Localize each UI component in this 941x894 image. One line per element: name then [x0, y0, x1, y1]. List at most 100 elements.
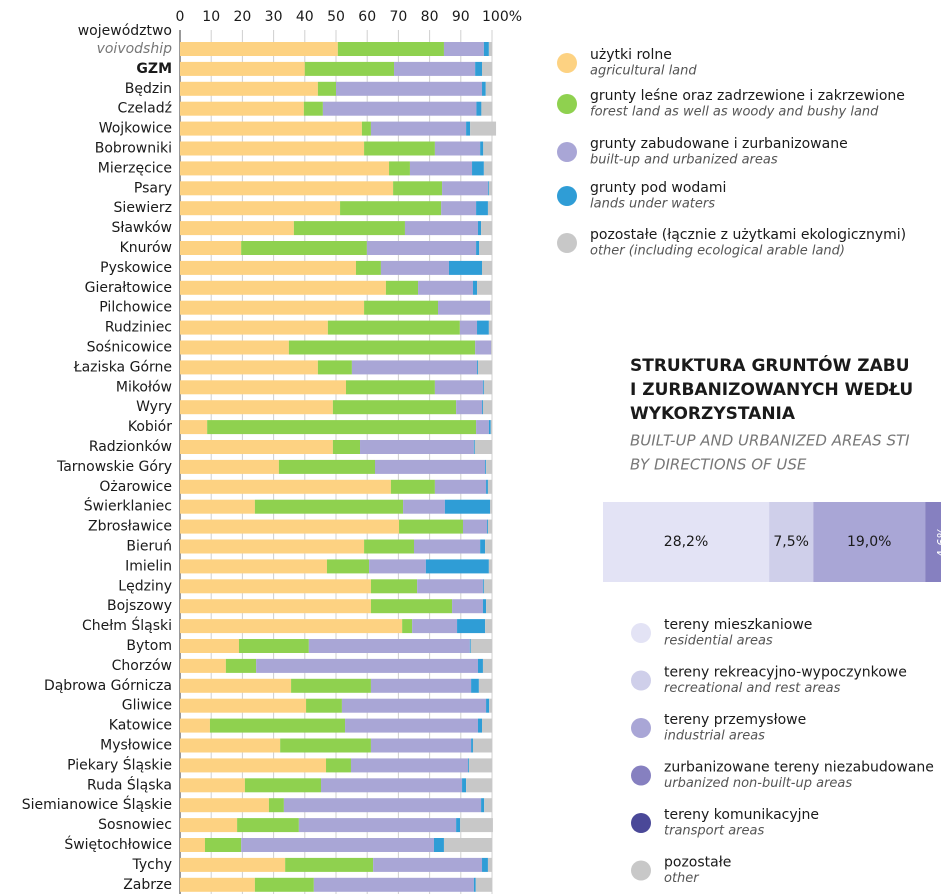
bar-segment — [390, 479, 435, 494]
legend-label: pozostałe — [664, 855, 731, 871]
bar-segment — [473, 877, 476, 892]
y-tick-label: Chełm Śląski — [82, 616, 172, 634]
bar-segment — [254, 499, 404, 514]
bar-segment — [482, 260, 492, 275]
bar-segment — [322, 101, 477, 116]
legend-label: tereny przemysłowe — [664, 712, 806, 728]
bar-segment — [483, 380, 492, 395]
y-tick-label: Sławków — [111, 220, 172, 236]
y-tick-label: Ożarowice — [99, 479, 172, 495]
bar-segment — [425, 559, 489, 574]
y-tick-label: Świętochłowice — [64, 835, 172, 853]
legend-label: użytki rolne — [590, 47, 672, 63]
bar-segment — [180, 400, 333, 415]
legend-swatch — [557, 186, 577, 206]
bar-segment — [473, 440, 475, 454]
bar-segment — [341, 698, 487, 713]
bar-segment — [459, 320, 478, 335]
bar-segment — [483, 42, 489, 56]
y-tick-label: Świerklaniec — [84, 497, 172, 515]
bar-segment — [477, 718, 483, 733]
bar-segment — [484, 798, 492, 813]
y-tick-label: Bojszowy — [107, 598, 172, 614]
x-tick-label: 100% — [482, 9, 522, 25]
bar-segment — [180, 639, 239, 653]
bar-segment — [490, 420, 492, 435]
bar-segment — [180, 42, 338, 56]
bar-segment — [370, 579, 418, 594]
bar-segment — [327, 320, 460, 335]
bar-segment — [472, 280, 478, 295]
y-tick-label: Sośnicowice — [87, 340, 172, 356]
bar-segment — [303, 101, 323, 116]
bar-segment — [434, 141, 481, 156]
bar-segment — [477, 320, 489, 335]
bar-segment — [268, 798, 284, 813]
bar-segment — [361, 121, 371, 136]
bar-segment — [452, 599, 483, 614]
bar-segment — [488, 181, 492, 196]
bar-segment — [180, 121, 362, 136]
bar-segment — [462, 778, 467, 793]
bar-segment — [180, 519, 400, 534]
bar-segment — [477, 221, 482, 236]
y-tick-label: Katowice — [109, 718, 172, 734]
bar-segment — [490, 300, 492, 315]
bar-segment — [180, 440, 333, 454]
bar-segment — [466, 121, 471, 136]
y-tick-label: Bobrowniki — [95, 141, 172, 157]
bar-segment — [468, 758, 492, 773]
y-tick-label: Ruda Śląska — [87, 775, 172, 793]
bar-segment — [414, 539, 481, 554]
bar-segment — [225, 658, 257, 673]
legend-label-en: other (including ecological arable land) — [590, 244, 845, 259]
bar-segment — [488, 559, 492, 574]
bar-segment — [180, 758, 327, 773]
bar-segment — [370, 599, 453, 614]
value-label: 7,5% — [773, 534, 809, 550]
bar-segment — [380, 260, 449, 275]
x-tick-label: 20 — [233, 9, 251, 25]
bar-segment — [486, 479, 488, 494]
bar-segment — [471, 738, 473, 753]
bar-segment — [490, 499, 492, 514]
bar-segment — [317, 81, 336, 96]
value-label: 4,6% — [935, 527, 941, 558]
y-tick-label: Rudziniec — [105, 320, 172, 336]
bar-segment — [180, 280, 386, 295]
bar-segment — [238, 639, 309, 653]
bar-segment — [326, 559, 370, 574]
bar-segment — [488, 42, 492, 56]
legend-label: grunty zabudowane i zurbanizowane — [590, 136, 848, 152]
bar-segment — [241, 838, 434, 852]
bar-segment — [482, 599, 487, 614]
bar-segment — [345, 380, 435, 395]
bar-segment — [487, 857, 492, 872]
bar-segment — [441, 201, 477, 216]
legend-label: pozostałe (łącznie z użytkami ekologiczn… — [590, 227, 906, 243]
bar-segment — [444, 499, 491, 514]
bar-segment — [241, 241, 367, 255]
legend-label-en: lands under waters — [590, 197, 715, 212]
bar-segment — [470, 639, 492, 653]
bar-segment — [412, 619, 458, 634]
bar-segment — [471, 678, 479, 693]
legend-swatch — [557, 233, 577, 253]
bar-segment — [482, 658, 492, 673]
bar-segment — [180, 838, 205, 852]
legend-label-en: urbanized non-built-up areas — [664, 776, 852, 791]
bar-segment — [180, 260, 356, 275]
x-tick-label: 70 — [389, 9, 407, 25]
bar-segment — [283, 798, 482, 813]
bar-segment — [477, 360, 492, 375]
chart-title: I ZURBANIZOWANYCH WEDŁU — [630, 380, 913, 400]
bar-segment — [340, 201, 442, 216]
bar-segment — [180, 539, 365, 554]
bar-segment — [355, 260, 381, 275]
y-tick-label: Tarnowskie Góry — [56, 459, 172, 475]
y-tick-label: Dąbrowa Górnicza — [44, 678, 172, 694]
y-tick-label: Pyskowice — [100, 260, 172, 276]
chart-title: WYKORZYSTANIA — [630, 404, 796, 424]
bar-segment — [483, 141, 492, 156]
